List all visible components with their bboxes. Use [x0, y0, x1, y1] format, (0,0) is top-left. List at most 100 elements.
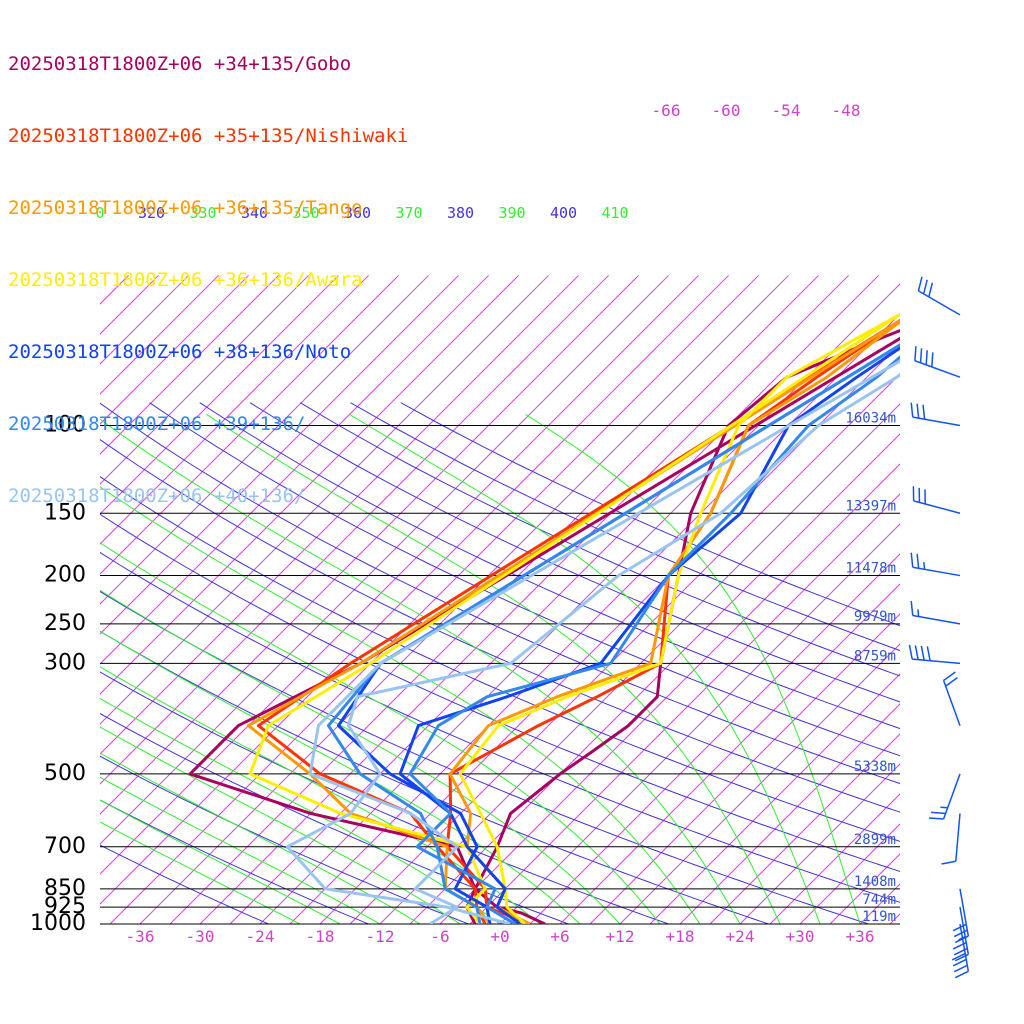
temperature-tick-label: +36: [846, 927, 875, 946]
dry-adiabat-line: [400, 402, 900, 627]
wind-barb-half-flag: [940, 806, 948, 809]
temperature-tick-label: +6: [550, 927, 569, 946]
wind-barb-flag: [917, 276, 923, 292]
wind-barb-flag: [910, 600, 914, 616]
isotherm-line: [100, 275, 279, 455]
height-label: 9979m: [854, 609, 896, 625]
legend-item-tango: 20250318T1800Z+06 +36+135/Tango: [8, 197, 363, 219]
temperature-tick-label: -18: [306, 927, 335, 946]
wind-barb: [929, 773, 961, 820]
wind-barb-flag: [914, 645, 919, 660]
sounding-series: [188, 313, 900, 924]
wind-barb-flag: [929, 817, 944, 820]
upper-temperature-label: -48: [832, 101, 861, 120]
temperature-tick-label: -12: [366, 927, 395, 946]
isotherm-line: [199, 275, 849, 924]
series-line: [248, 313, 900, 924]
isotherm-line: [169, 275, 819, 924]
theta-label: 360: [344, 204, 371, 222]
pressure-label: 1000: [30, 911, 86, 936]
isotherm-line: [829, 853, 900, 924]
series-line: [336, 343, 900, 924]
height-label: 5338m: [854, 759, 896, 775]
temperature-tick-label: -6: [430, 927, 449, 946]
theta-label: 340: [241, 204, 268, 222]
height-label: 13397m: [845, 498, 896, 514]
wind-barb: [941, 813, 961, 865]
wind-barb-flag: [941, 860, 956, 865]
wind-barb-flag: [953, 929, 968, 938]
temperature-tick-label: +30: [786, 927, 815, 946]
legend-item-39-136: 20250318T1800Z+06 +39+136/: [8, 413, 306, 435]
wind-barb-flag: [931, 352, 934, 367]
isotherm-line: [469, 493, 900, 924]
isotherm-line: [100, 275, 249, 425]
pressure-label: 850: [44, 876, 86, 901]
isotherm-line: [100, 275, 549, 725]
isotherm-line: [100, 275, 639, 815]
isotherm-line: [619, 643, 900, 924]
isotherm-line: [100, 275, 399, 575]
wind-barb-flag: [926, 646, 931, 661]
temperature-tick-label: -36: [126, 927, 155, 946]
wind-barb: [910, 402, 961, 427]
wind-barb-staff: [914, 360, 961, 378]
theta-label: 400: [550, 204, 577, 222]
isotherm-line: [589, 613, 900, 924]
theta-label: 350: [292, 204, 319, 222]
wind-barb-staff: [912, 566, 961, 577]
isotherm-line: [409, 433, 900, 924]
wind-barb-flag: [954, 970, 969, 979]
upper-temperature-label: -60: [712, 101, 741, 120]
isotherm-line: [100, 275, 459, 635]
wind-barb-staff: [942, 773, 961, 820]
dry-adiabat-line: [149, 402, 900, 757]
isotherm-line: [100, 275, 339, 515]
theta-label: 390: [498, 204, 525, 222]
legend-item-awara: 20250318T1800Z+06 +36+136/Awara: [8, 269, 363, 291]
pressure-label: 200: [44, 563, 86, 588]
wind-barb-flag: [952, 958, 967, 967]
wind-barb: [942, 671, 961, 726]
pressure-label: 100: [44, 412, 86, 437]
wind-barb-flag: [916, 403, 920, 419]
isotherm-line: [889, 913, 900, 924]
wind-barb-flag: [910, 552, 914, 568]
isotherm-line: [499, 523, 900, 924]
wind-barb-staff: [942, 680, 961, 726]
wind-barb: [912, 486, 961, 514]
height-label: 119m: [862, 909, 896, 925]
wind-barb: [917, 276, 961, 316]
wind-barb-flag: [928, 282, 934, 298]
wind-barb-staff: [918, 290, 961, 316]
height-label: 8759m: [854, 648, 896, 664]
wind-barb-flag: [908, 644, 913, 660]
wind-barb: [951, 923, 970, 979]
isotherm-line: [739, 763, 900, 924]
wind-barb-flag: [910, 402, 914, 418]
legend: 20250318T1800Z+06 +34+135/Gobo 20250318T…: [8, 4, 408, 532]
legend-item-noto: 20250318T1800Z+06 +38+136/Noto: [8, 341, 352, 363]
temperature-tick-label: +12: [606, 927, 635, 946]
wind-barb-flag: [919, 348, 923, 363]
legend-item-gobo: 20250318T1800Z+06 +34+135/Gobo: [8, 53, 352, 75]
wind-barb-flag: [954, 935, 969, 944]
wind-barb-staff: [959, 906, 970, 955]
pressure-label: 250: [44, 611, 86, 636]
height-label: 11478m: [845, 561, 896, 577]
dry-adiabat-line: [100, 402, 900, 785]
theta-label: 330: [189, 204, 216, 222]
legend-item-nishiwaki: 20250318T1800Z+06 +35+135/Nishiwaki: [8, 125, 409, 147]
isotherm-line: [100, 275, 219, 395]
dry-adiabat-line: [100, 476, 900, 842]
height-label: 2899m: [854, 832, 896, 848]
wind-barb: [952, 888, 970, 944]
series-line: [285, 359, 900, 924]
isotherm-line: [100, 275, 729, 905]
wind-barb-flag: [943, 671, 956, 682]
isotherm-line: [289, 313, 900, 924]
pressure-label: 300: [44, 650, 86, 675]
isotherm-line: [100, 275, 519, 695]
upper-temperature-label: -54: [772, 101, 801, 120]
